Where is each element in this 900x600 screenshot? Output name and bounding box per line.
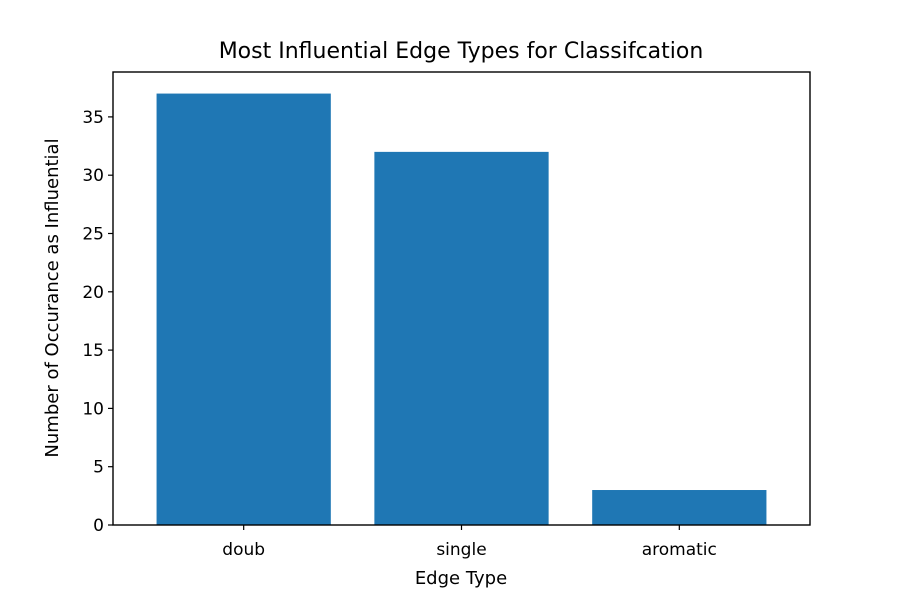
chart-title: Most Influential Edge Types for Classifc… [219,39,704,64]
bar-doub [156,93,331,526]
y-tick-label: 35 [82,108,104,128]
y-tick-label: 20 [82,283,104,303]
y-tick-label: 0 [93,516,104,536]
x-axis-ticks: doub single aromatic [222,525,717,560]
x-tick-label: doub [222,540,265,560]
y-tick-label: 10 [82,399,104,419]
x-tick-label: single [436,540,486,560]
y-axis-label: Number of Occurance as Influential [42,138,63,457]
bar-aromatic [592,490,767,525]
bar-single [374,151,549,525]
y-tick-label: 25 [82,224,104,244]
x-tick-label: aromatic [642,540,717,560]
y-tick-label: 15 [82,341,104,361]
y-tick-label: 5 [93,458,104,478]
y-axis-ticks: 0 5 10 15 20 25 30 35 [82,108,113,536]
y-tick-label: 30 [82,166,104,186]
x-axis-label: Edge Type [415,568,507,589]
plot-frame [112,71,811,526]
bars-group [156,93,767,526]
